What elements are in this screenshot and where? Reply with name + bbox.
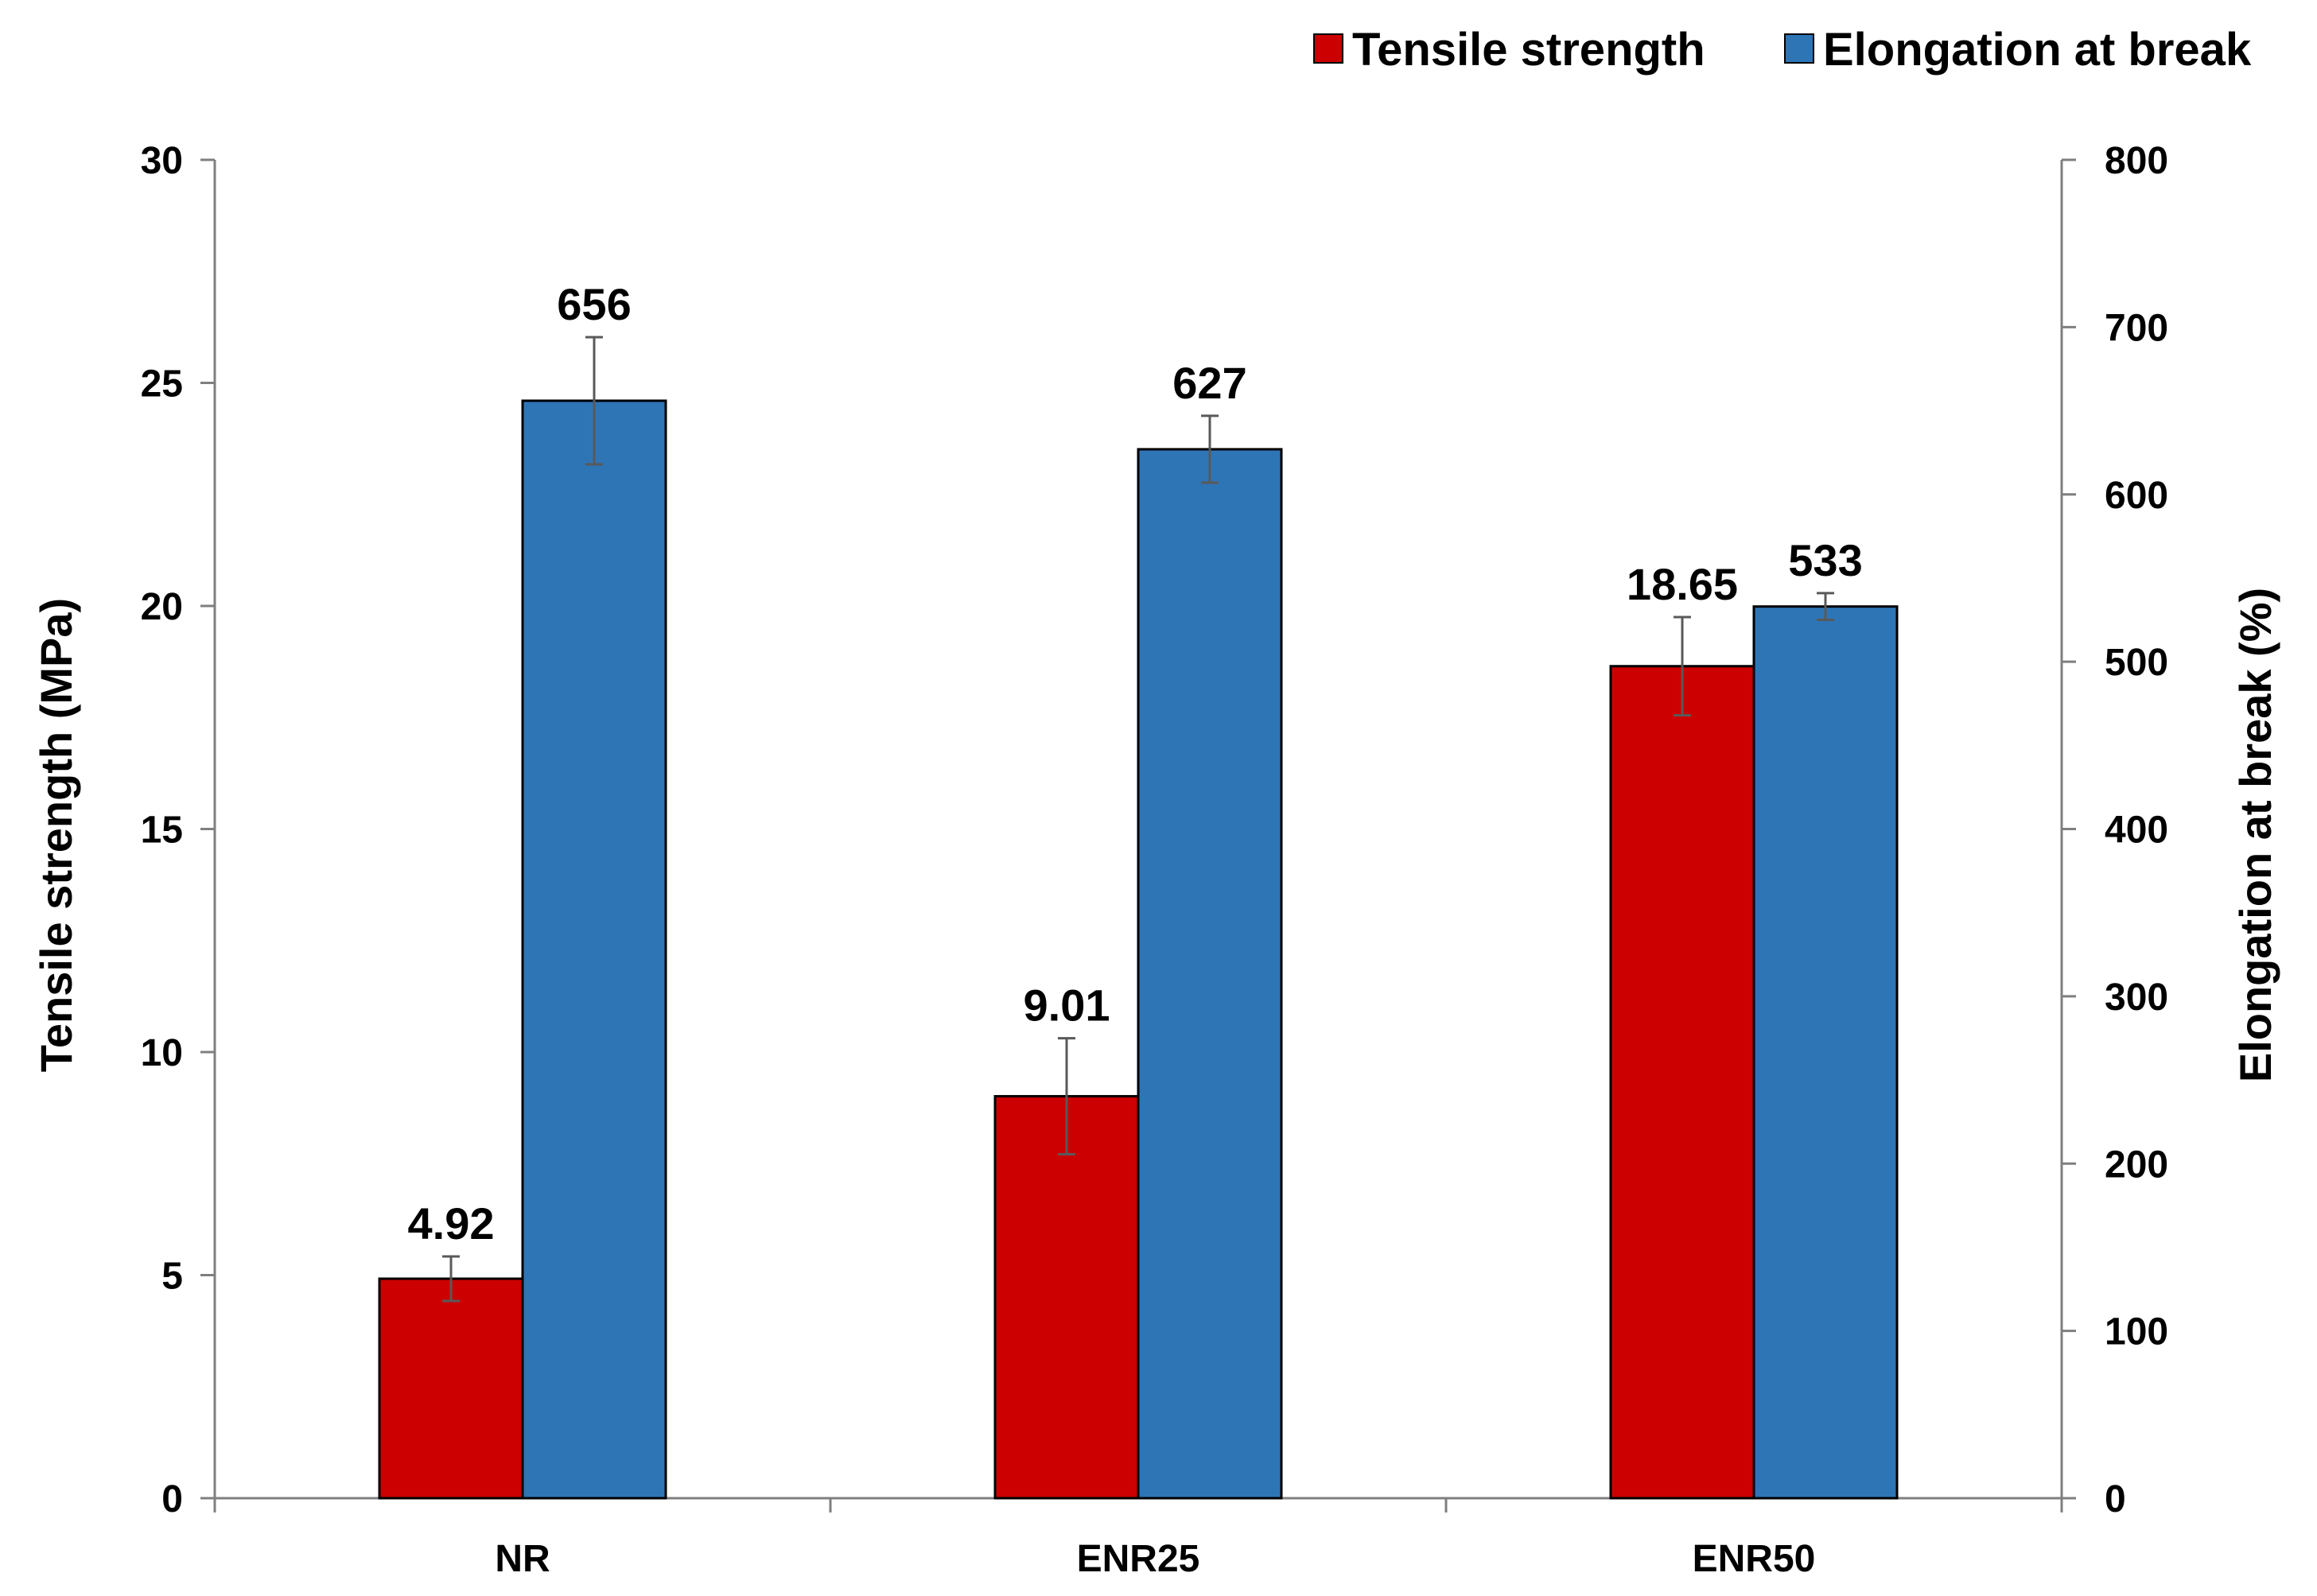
bar-tensile-strength: [378, 1277, 524, 1500]
error-bar: [1058, 1037, 1075, 1155]
data-label: 533: [1788, 535, 1862, 585]
error-bar: [442, 1255, 460, 1303]
error-bar: [1674, 615, 1691, 716]
y-tick-label-left: 25: [141, 363, 183, 406]
error-bar: [585, 336, 603, 466]
y-tick-label-right: 0: [2105, 1478, 2126, 1520]
error-bars: [442, 336, 1834, 1303]
data-label: 18.65: [1627, 559, 1738, 609]
data-label: 4.92: [408, 1198, 495, 1248]
x-tick-label: ENR50: [1693, 1538, 1816, 1580]
y-tick-label-right: 100: [2105, 1311, 2168, 1353]
data-label: 656: [557, 279, 631, 329]
x-tick-label: ENR25: [1077, 1538, 1200, 1580]
legend-swatch-elongation-at-break: [1784, 33, 1814, 64]
legend: Tensile strength Elongation at break: [1313, 24, 2252, 76]
bar-elongation-at-break: [1752, 605, 1899, 1500]
error-bar: [1201, 414, 1219, 484]
y-tick-label-left: 10: [141, 1032, 183, 1074]
bars: [378, 399, 1899, 1500]
legend-label-tensile-strength: Tensile strength: [1352, 24, 1705, 76]
y-tick-label-right: 800: [2105, 140, 2168, 182]
y-axis-title-left: Tensile strength (MPa): [31, 598, 81, 1072]
y-tick-label-right: 600: [2105, 475, 2168, 517]
bar-elongation-at-break: [1137, 448, 1283, 1500]
data-labels: 4.92 656 9.01 627 18.65 533: [408, 279, 1863, 1248]
legend-swatch-tensile-strength: [1313, 33, 1343, 64]
y-tick-label-right: 500: [2105, 642, 2168, 684]
bar-elongation-at-break: [521, 399, 667, 1500]
bar-tensile-strength: [993, 1095, 1140, 1500]
x-tick-label: NR: [495, 1538, 550, 1580]
y-tick-label-right: 700: [2105, 307, 2168, 349]
y-tick-label-left: 15: [141, 810, 183, 852]
error-bar: [1817, 592, 1834, 622]
data-label: 627: [1172, 358, 1246, 408]
y-tick-label-left: 0: [161, 1478, 183, 1520]
y-tick-label-right: 300: [2105, 977, 2168, 1019]
y-tick-label-left: 30: [141, 140, 183, 182]
legend-label-elongation-at-break: Elongation at break: [1823, 24, 2252, 76]
bar-tensile-strength: [1609, 665, 1755, 1500]
y-tick-label-left: 20: [141, 586, 183, 628]
data-label: 9.01: [1024, 981, 1110, 1031]
y-tick-label-right: 400: [2105, 810, 2168, 852]
y-axis-title-right: Elongation at break (%): [2230, 588, 2280, 1082]
y-tick-label-right: 200: [2105, 1144, 2168, 1186]
y-tick-label-left: 5: [161, 1256, 183, 1298]
